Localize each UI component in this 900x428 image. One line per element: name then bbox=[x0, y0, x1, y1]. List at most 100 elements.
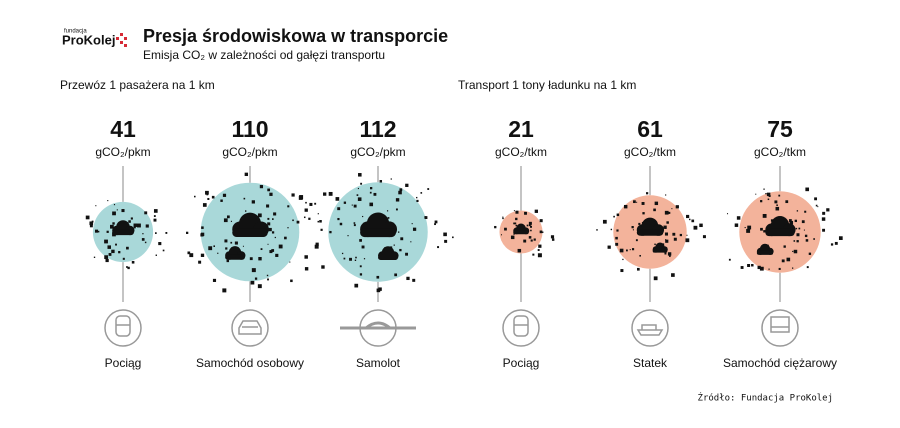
soot-dot bbox=[523, 239, 527, 243]
soot-dot bbox=[278, 244, 283, 249]
soot-dot bbox=[664, 232, 669, 236]
value-label: 61 bbox=[637, 116, 663, 142]
transport-icon bbox=[631, 309, 669, 347]
soot-dot bbox=[290, 279, 293, 283]
soot-dot bbox=[686, 214, 690, 219]
soot-dot bbox=[128, 220, 131, 223]
soot-dot bbox=[796, 240, 799, 243]
soot-dot bbox=[542, 231, 544, 233]
soot-dot bbox=[794, 219, 797, 223]
soot-dot bbox=[685, 238, 690, 243]
cloud bbox=[765, 216, 796, 237]
soot-dot bbox=[437, 246, 440, 249]
soot-dot bbox=[387, 217, 390, 219]
unit-label: gCO₂/pkm bbox=[350, 145, 405, 159]
soot-dot bbox=[200, 253, 205, 257]
cloud-part bbox=[636, 229, 664, 236]
soot-dot bbox=[358, 173, 362, 177]
soot-dot bbox=[369, 187, 373, 190]
soot-dot bbox=[133, 223, 137, 227]
soot-dot bbox=[513, 222, 515, 225]
cloud-part bbox=[756, 250, 774, 255]
soot-dot bbox=[636, 201, 638, 203]
soot-dot bbox=[399, 188, 403, 192]
icon-part bbox=[770, 316, 790, 333]
soot-dot bbox=[412, 278, 416, 282]
soot-dot bbox=[528, 221, 532, 225]
soot-dot bbox=[136, 223, 141, 228]
soot-dot bbox=[104, 239, 108, 244]
soot-dot bbox=[620, 269, 624, 273]
unit-label: gCO₂/pkm bbox=[222, 145, 277, 159]
soot-dot bbox=[319, 220, 322, 223]
soot-dot bbox=[792, 250, 794, 253]
soot-dot bbox=[815, 204, 818, 207]
soot-dot bbox=[672, 232, 676, 236]
transport-icon bbox=[502, 309, 540, 347]
soot-dot bbox=[266, 274, 269, 277]
soot-dot bbox=[664, 227, 667, 229]
soot-dot bbox=[127, 266, 130, 270]
soot-dot bbox=[257, 284, 262, 289]
soot-dot bbox=[686, 234, 688, 236]
soot-dot bbox=[205, 190, 209, 195]
soot-dot bbox=[208, 246, 213, 251]
soot-dot bbox=[243, 197, 246, 200]
soot-dot bbox=[339, 222, 343, 226]
soot-dot bbox=[347, 235, 349, 237]
soot-dot bbox=[515, 217, 518, 221]
soot-dot bbox=[317, 220, 320, 223]
soot-dot bbox=[165, 232, 168, 234]
transport-icon bbox=[761, 309, 799, 347]
soot-dot bbox=[830, 243, 834, 246]
soot-dot bbox=[639, 254, 641, 257]
soot-dot bbox=[198, 260, 202, 264]
soot-dot bbox=[786, 257, 791, 262]
soot-dot bbox=[768, 268, 770, 270]
icon-ring bbox=[631, 309, 669, 347]
soot-dot bbox=[287, 227, 289, 229]
soot-dot bbox=[304, 255, 308, 259]
soot-dot bbox=[671, 273, 675, 277]
soot-dot bbox=[104, 255, 109, 260]
soot-dot bbox=[93, 256, 96, 258]
soot-dot bbox=[133, 226, 136, 229]
soot-dot bbox=[244, 172, 249, 177]
soot-dot bbox=[267, 222, 271, 226]
soot-dot bbox=[158, 242, 162, 246]
soot-dot bbox=[539, 230, 543, 234]
soot-dot bbox=[689, 218, 691, 221]
soot-dot bbox=[230, 241, 233, 244]
soot-dot bbox=[607, 245, 611, 249]
soot-dot bbox=[783, 245, 786, 248]
icon-ring bbox=[761, 309, 799, 347]
soot-dot bbox=[328, 191, 333, 196]
soot-dot bbox=[494, 225, 497, 229]
soot-dot bbox=[530, 239, 533, 242]
soot-dot bbox=[341, 252, 344, 255]
soot-dot bbox=[353, 222, 356, 224]
soot-dot bbox=[269, 192, 273, 196]
soot-dot bbox=[85, 215, 90, 220]
value-label: 21 bbox=[508, 116, 534, 142]
soot-dot bbox=[596, 229, 598, 231]
soot-dot bbox=[304, 208, 308, 212]
soot-dot bbox=[224, 239, 228, 243]
soot-dot bbox=[268, 227, 272, 232]
unit-label: gCO₂/tkm bbox=[754, 145, 806, 159]
soot-dot bbox=[642, 212, 645, 215]
unit-label: gCO₂/tkm bbox=[495, 145, 547, 159]
soot-dot bbox=[534, 209, 538, 213]
soot-dot bbox=[386, 210, 389, 212]
soot-dot bbox=[369, 191, 372, 194]
soot-dot bbox=[292, 219, 294, 222]
soot-dot bbox=[309, 202, 313, 206]
soot-dot bbox=[663, 225, 667, 229]
soot-dot bbox=[434, 220, 438, 224]
soot-dot bbox=[805, 239, 809, 242]
soot-dot bbox=[225, 247, 228, 250]
soot-dot bbox=[838, 236, 843, 240]
soot-dot bbox=[226, 215, 230, 219]
soot-dot bbox=[444, 239, 448, 243]
soot-dot bbox=[107, 200, 109, 202]
